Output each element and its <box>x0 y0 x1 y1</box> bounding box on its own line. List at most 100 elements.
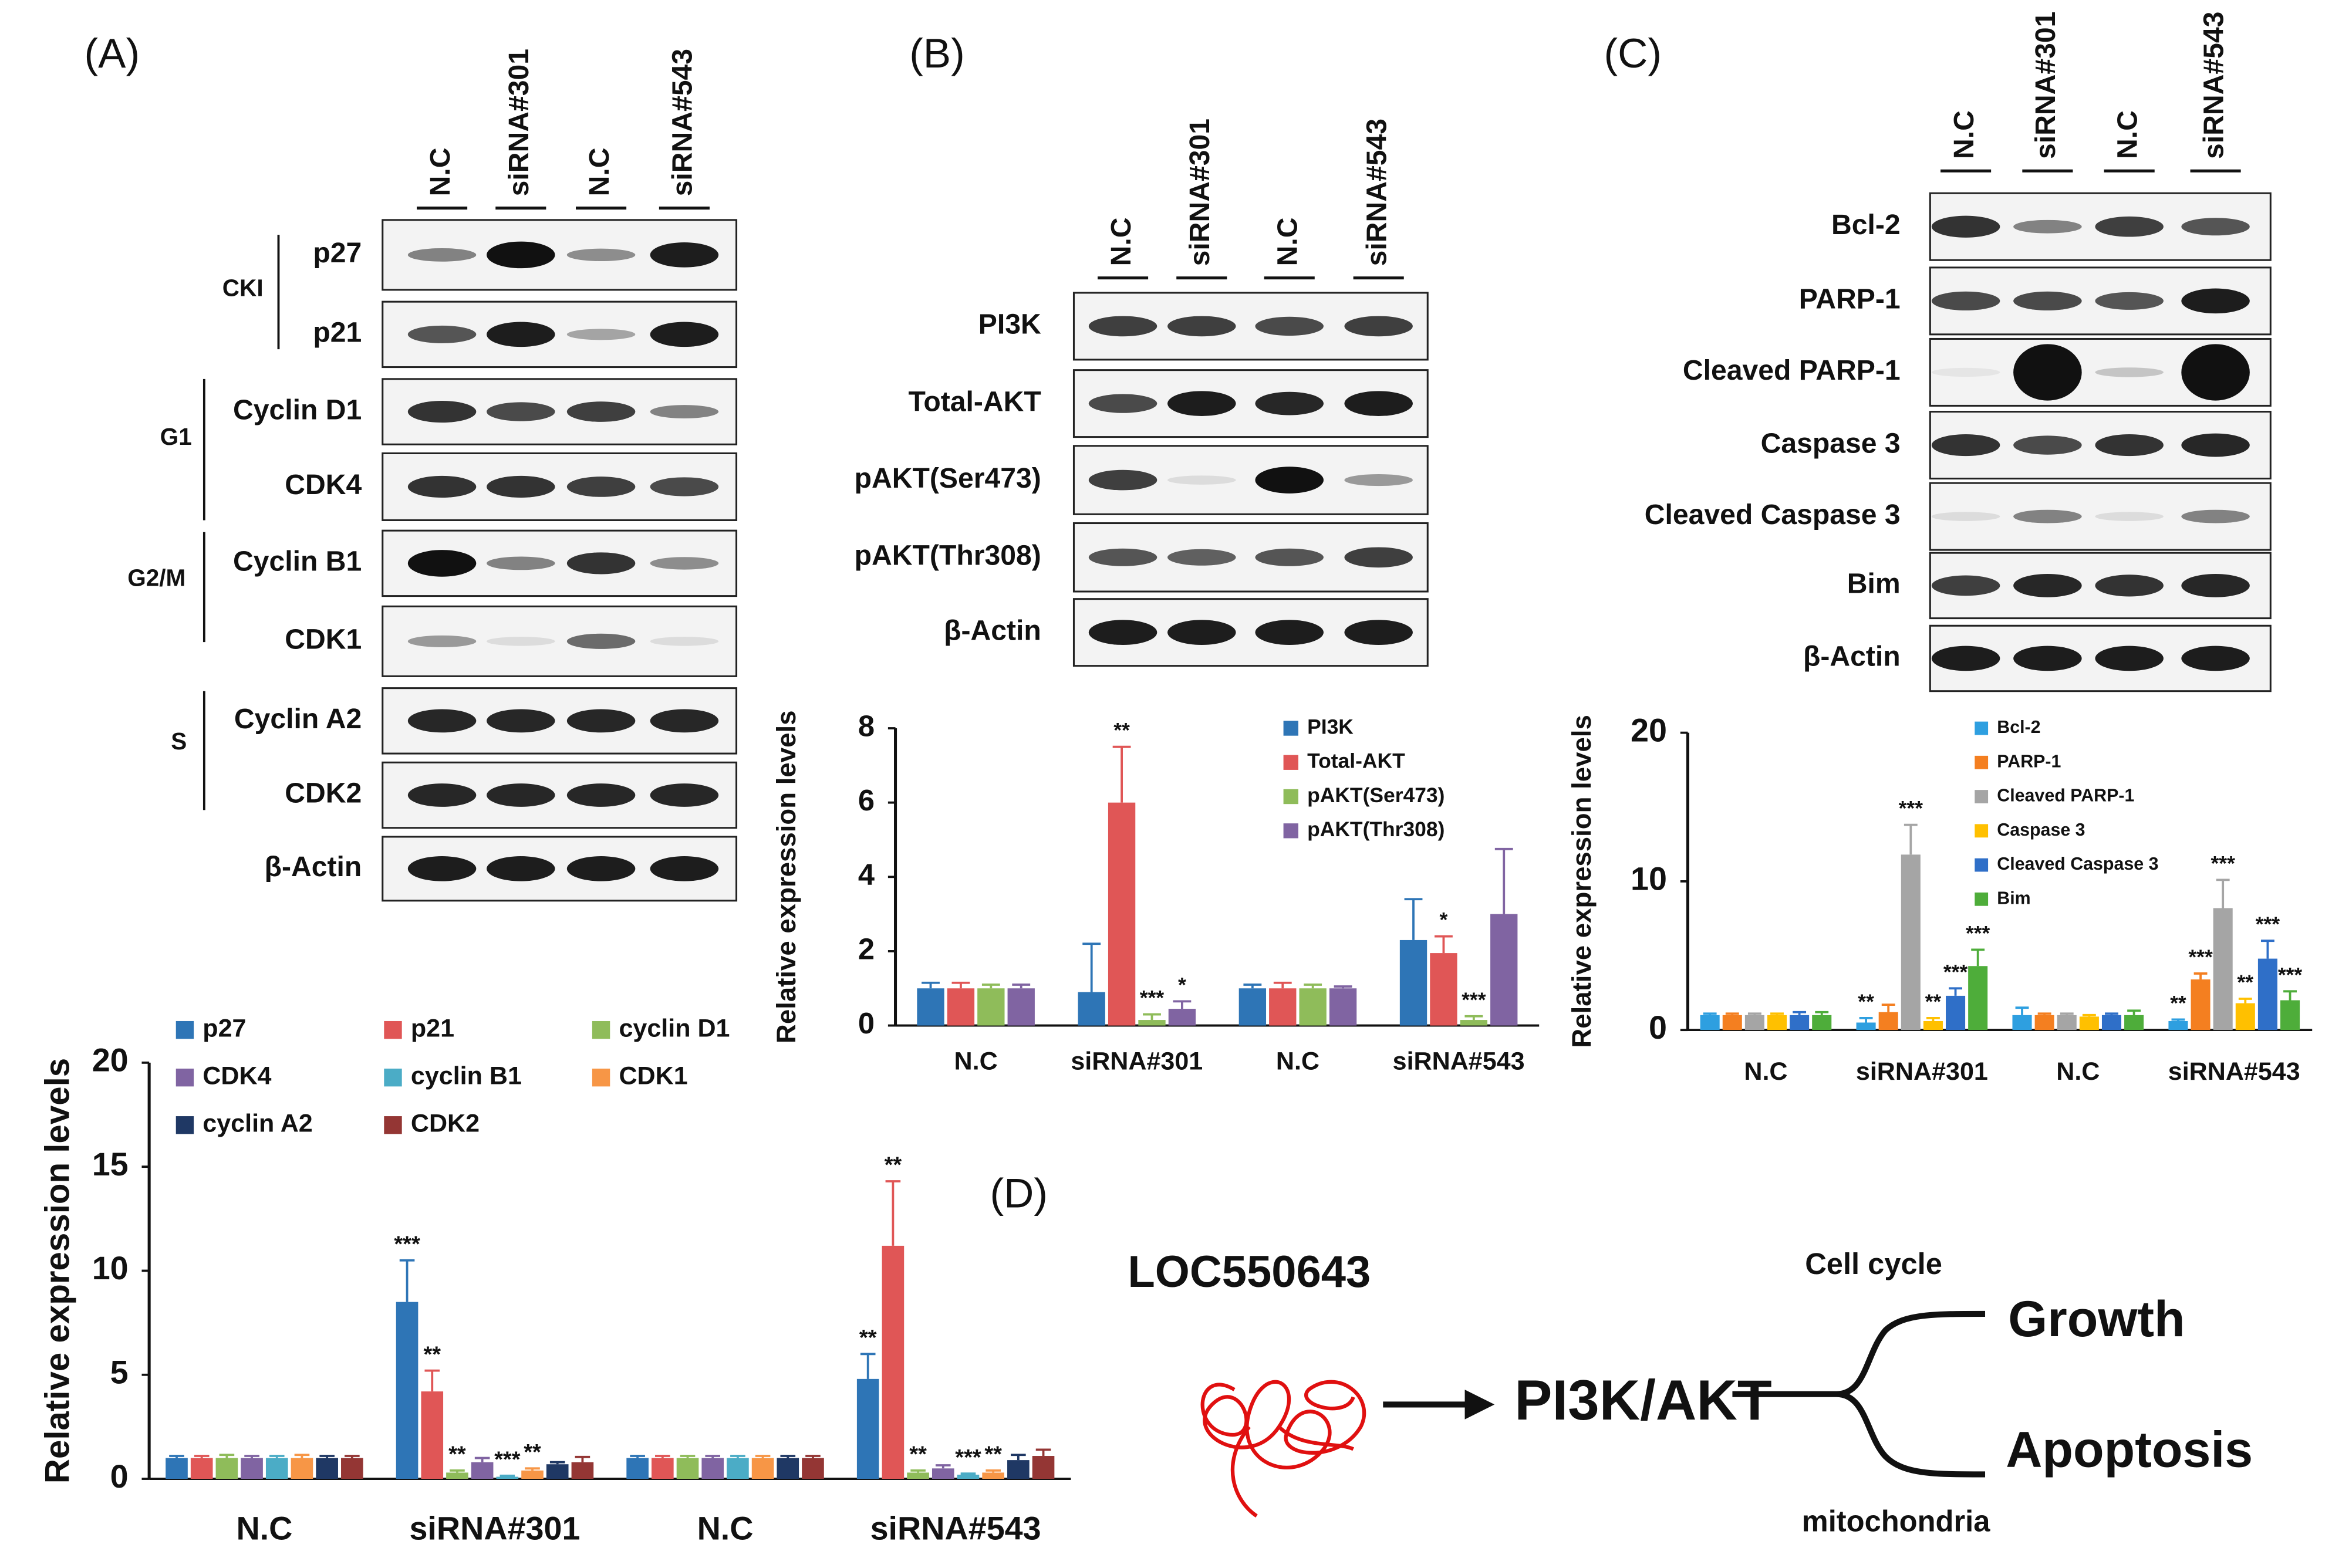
bar <box>777 1458 799 1479</box>
y-tick-label: 0 <box>858 1006 875 1040</box>
error-bar <box>2193 972 2208 980</box>
bar <box>1108 802 1136 1026</box>
bar <box>1138 1020 1166 1026</box>
blot-band <box>487 856 555 881</box>
error-bar <box>345 1455 360 1458</box>
blot-band <box>1167 391 1236 416</box>
blot-band <box>2095 367 2164 377</box>
blot-band <box>2181 573 2250 597</box>
error-bar <box>805 1455 821 1458</box>
row-label: β-Actin <box>1803 641 1901 673</box>
significance-label: ** <box>885 1153 902 1178</box>
error-bar <box>986 1469 1001 1473</box>
row-label: CDK4 <box>285 469 362 501</box>
group-label: S <box>171 728 187 755</box>
bar <box>1168 1009 1196 1026</box>
legend-swatch <box>592 1069 610 1087</box>
blot-band <box>650 477 719 496</box>
x-tick-label: siRNA#543 <box>2168 1057 2300 1086</box>
x-tick-label: N.C <box>2056 1057 2100 1086</box>
apoptosis-label: Apoptosis <box>2006 1422 2253 1478</box>
lane-label: siRNA#543 <box>2198 12 2229 159</box>
row-label: CDK2 <box>285 778 362 809</box>
error-bar <box>960 1472 976 1475</box>
blot-band <box>650 242 719 268</box>
error-bar <box>424 1369 440 1392</box>
bar <box>421 1391 444 1479</box>
significance-label: *** <box>2278 963 2303 986</box>
significance-label: * <box>1440 908 1448 932</box>
error-bar <box>910 1469 926 1473</box>
blot-band <box>1931 646 2000 671</box>
legend-label: pAKT(Thr308) <box>1307 817 1445 841</box>
legend-label: Bcl-2 <box>1997 717 2040 737</box>
legend-label: Caspase 3 <box>1997 820 2085 840</box>
bar <box>521 1470 544 1479</box>
error-bar <box>1949 987 1962 996</box>
significance-label: *** <box>394 1232 420 1256</box>
error-bar <box>2260 940 2274 959</box>
blot-band <box>2013 646 2082 671</box>
lane-label: siRNA#301 <box>2030 12 2061 159</box>
bar <box>2057 1015 2077 1030</box>
blot-band <box>407 635 477 647</box>
bar <box>1032 1456 1055 1479</box>
blot-band <box>650 557 719 570</box>
bar <box>676 1458 699 1479</box>
group-label: CKI <box>222 275 264 302</box>
error-bar <box>730 1455 745 1458</box>
blot-band <box>487 637 555 646</box>
error-bar <box>1494 847 1513 914</box>
bar <box>1767 1015 1787 1030</box>
legend-swatch <box>1975 892 1989 906</box>
lane-label: N.C <box>1271 217 1303 266</box>
blot-band <box>407 856 477 881</box>
legend-label: p27 <box>203 1015 246 1043</box>
error-bar <box>1404 898 1423 940</box>
bar <box>2079 1016 2099 1030</box>
bar <box>316 1458 338 1479</box>
blot-band <box>566 709 636 733</box>
blot-band <box>1167 620 1236 645</box>
legend-label: pAKT(Ser473) <box>1307 783 1445 807</box>
lane-label: siRNA#301 <box>1184 119 1216 266</box>
blot-band <box>1931 215 2000 238</box>
legend-label: cyclin D1 <box>619 1015 730 1043</box>
error-bar <box>2216 878 2230 908</box>
significance-label: *** <box>955 1445 981 1470</box>
legend-swatch <box>592 1020 610 1039</box>
error-bar <box>1082 942 1101 992</box>
error-bar <box>169 1455 184 1458</box>
blot-band <box>2181 433 2250 457</box>
bar <box>1299 988 1327 1026</box>
error-bar <box>655 1455 670 1458</box>
blot-band <box>2095 512 2164 521</box>
blot-band <box>407 709 477 733</box>
bar <box>546 1464 569 1479</box>
legend-swatch <box>1283 721 1298 736</box>
bar <box>1238 988 1267 1026</box>
bar <box>751 1458 774 1479</box>
blot-band <box>2013 509 2082 523</box>
significance-label: *** <box>1943 960 1968 984</box>
error-bar <box>1464 1015 1483 1020</box>
blot-band <box>566 856 636 881</box>
blot-band <box>487 402 555 421</box>
error-bar <box>1703 1012 1717 1015</box>
significance-label: ** <box>2237 971 2254 994</box>
pathway-label: PI3K/AKT <box>1514 1369 1771 1432</box>
significance-label: *** <box>1899 797 1923 820</box>
bar <box>396 1302 419 1479</box>
bar <box>1722 1015 1742 1030</box>
bar <box>2012 1015 2032 1030</box>
blot-band <box>1344 316 1413 337</box>
blot-band <box>2095 575 2164 597</box>
bar <box>947 988 975 1026</box>
error-bar <box>1173 1000 1192 1009</box>
bar <box>1878 1012 1898 1030</box>
error-bar <box>2037 1012 2051 1015</box>
error-bar <box>294 1454 310 1458</box>
legend-label: Cleaved PARP-1 <box>1997 786 2134 806</box>
error-bar <box>575 1455 590 1462</box>
bar <box>341 1458 363 1479</box>
